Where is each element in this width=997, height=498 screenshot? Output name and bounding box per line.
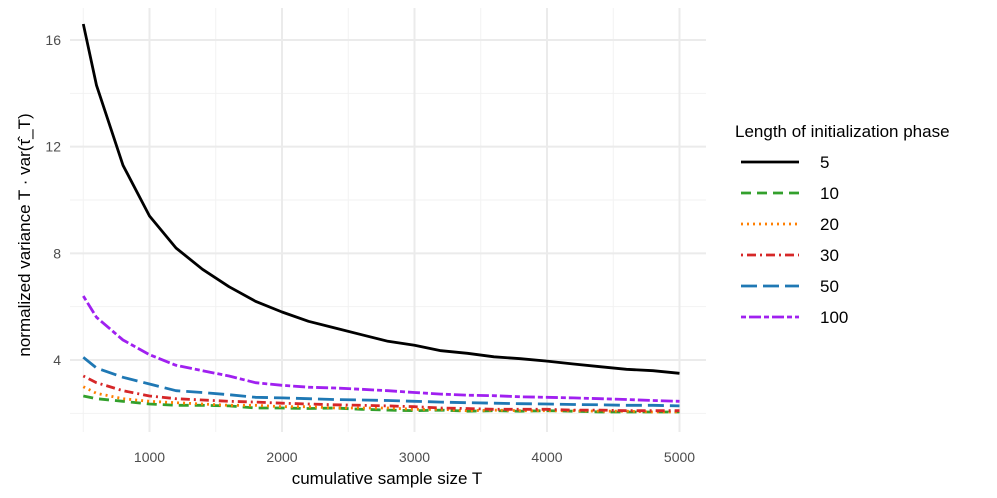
x-tick-label: 1000 (134, 449, 165, 465)
legend-label-20: 20 (820, 215, 839, 234)
x-tick-label: 4000 (531, 449, 562, 465)
y-tick-label: 12 (45, 139, 61, 155)
legend-label-10: 10 (820, 184, 839, 203)
y-tick-label: 16 (45, 32, 61, 48)
series-line-10 (83, 394, 680, 414)
y-axis-title: normalized variance T · var(τ̂_T) (15, 113, 34, 356)
legend-label-5: 5 (820, 153, 829, 172)
x-axis-ticks: 1000 2000 3000 4000 5000 (134, 449, 695, 465)
x-tick-label: 5000 (664, 449, 695, 465)
series-line-50 (82, 356, 680, 408)
y-axis-ticks: 4 8 12 16 (45, 32, 61, 368)
series-line-30 (82, 374, 680, 413)
series-lines (81, 23, 680, 414)
x-axis-title: cumulative sample size T (292, 469, 483, 488)
series-line-20 (82, 385, 680, 414)
legend-label-50: 50 (820, 277, 839, 296)
series-line-5 (81, 23, 680, 375)
x-tick-label: 3000 (399, 449, 430, 465)
series-line-100 (82, 295, 680, 403)
legend: Length of initialization phase 5 10 20 30 50… (735, 122, 950, 327)
y-tick-label: 4 (53, 352, 61, 368)
x-tick-label: 2000 (266, 449, 297, 465)
legend-label-30: 30 (820, 246, 839, 265)
legend-title: Length of initialization phase (735, 122, 950, 141)
y-tick-label: 8 (53, 245, 61, 261)
legend-label-100: 100 (820, 308, 848, 327)
